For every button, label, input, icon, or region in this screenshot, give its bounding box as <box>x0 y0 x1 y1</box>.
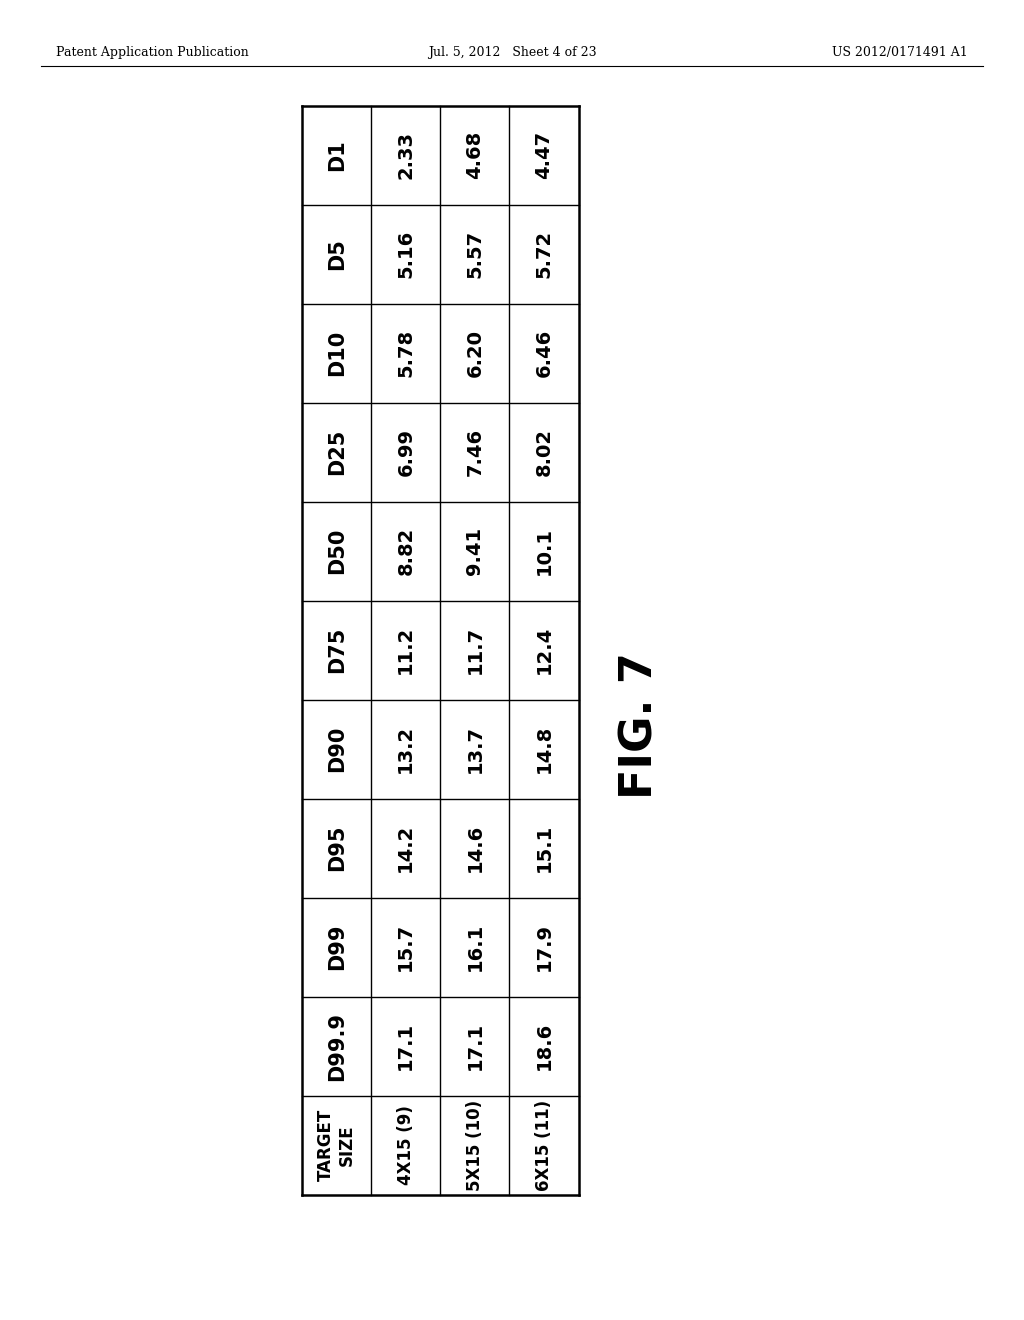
Text: 6X15 (11): 6X15 (11) <box>535 1100 553 1191</box>
Text: 2.33: 2.33 <box>396 131 416 180</box>
Text: 5.72: 5.72 <box>535 230 554 279</box>
Text: D5: D5 <box>327 238 347 271</box>
Text: D25: D25 <box>327 429 347 475</box>
Text: D50: D50 <box>327 528 347 574</box>
Text: Patent Application Publication: Patent Application Publication <box>56 46 249 59</box>
Text: 5.57: 5.57 <box>465 230 484 279</box>
Text: 4X15 (9): 4X15 (9) <box>396 1105 415 1185</box>
Text: 8.02: 8.02 <box>535 428 554 477</box>
Text: 17.1: 17.1 <box>465 1022 484 1071</box>
Text: 6.46: 6.46 <box>535 329 554 378</box>
Text: Jul. 5, 2012   Sheet 4 of 23: Jul. 5, 2012 Sheet 4 of 23 <box>428 46 596 59</box>
Text: FIG. 7: FIG. 7 <box>618 652 662 800</box>
Text: 14.2: 14.2 <box>396 824 416 873</box>
Text: 17.1: 17.1 <box>396 1022 416 1071</box>
Text: 16.1: 16.1 <box>465 923 484 972</box>
Text: D1: D1 <box>327 139 347 172</box>
Text: 18.6: 18.6 <box>535 1022 554 1071</box>
Text: 11.2: 11.2 <box>396 626 416 675</box>
Text: 17.9: 17.9 <box>535 923 554 972</box>
Text: 4.47: 4.47 <box>535 131 554 180</box>
Text: 7.46: 7.46 <box>465 428 484 477</box>
Text: 13.2: 13.2 <box>396 725 416 774</box>
Text: US 2012/0171491 A1: US 2012/0171491 A1 <box>831 46 968 59</box>
Text: 13.7: 13.7 <box>465 725 484 774</box>
Text: 11.7: 11.7 <box>465 626 484 675</box>
Text: 15.7: 15.7 <box>396 923 416 972</box>
Text: 10.1: 10.1 <box>535 527 554 576</box>
Text: 5.16: 5.16 <box>396 230 416 279</box>
Text: 14.6: 14.6 <box>465 824 484 873</box>
Text: 9.41: 9.41 <box>465 527 484 576</box>
Text: D75: D75 <box>327 627 347 673</box>
Text: D99: D99 <box>327 924 347 970</box>
Text: D99.9: D99.9 <box>327 1011 347 1081</box>
Text: 4.68: 4.68 <box>465 131 484 180</box>
Text: 6.20: 6.20 <box>465 329 484 378</box>
Text: 6.99: 6.99 <box>396 428 416 477</box>
Text: TARGET
SIZE: TARGET SIZE <box>317 1109 356 1181</box>
Text: 8.82: 8.82 <box>396 527 416 576</box>
Text: D90: D90 <box>327 726 347 772</box>
Text: 12.4: 12.4 <box>535 626 554 675</box>
Text: D95: D95 <box>327 825 347 871</box>
Text: 5.78: 5.78 <box>396 329 416 378</box>
Text: 15.1: 15.1 <box>535 824 554 873</box>
Text: D10: D10 <box>327 330 347 376</box>
Text: 14.8: 14.8 <box>535 725 554 774</box>
Text: 5X15 (10): 5X15 (10) <box>466 1100 484 1191</box>
